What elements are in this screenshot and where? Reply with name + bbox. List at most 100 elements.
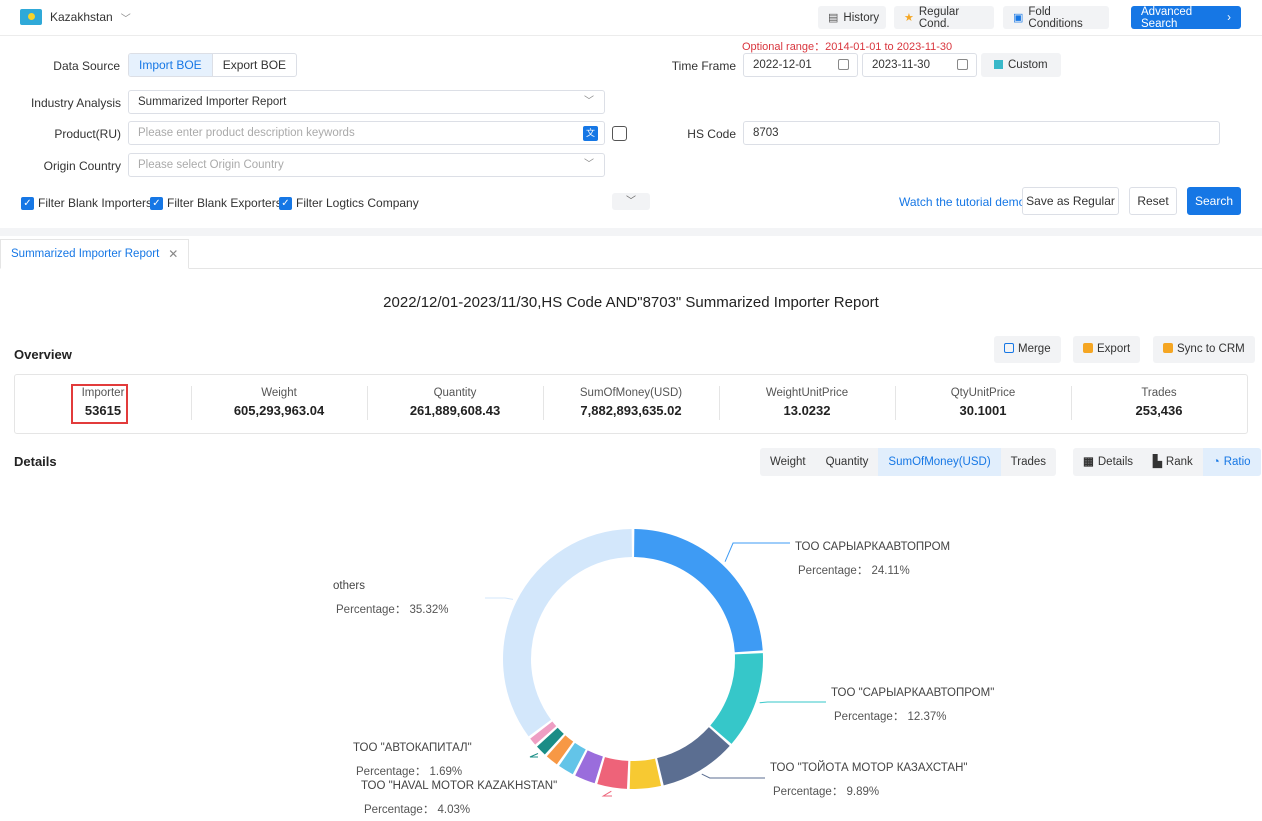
country-selector[interactable]: Kazakhstan ﹀ [20,9,131,25]
history-button[interactable]: ▤ History [818,6,886,29]
donut-slice-9[interactable] [530,721,557,745]
ratio-donut-chart [485,529,826,797]
tab-divider [0,268,1262,269]
stat-sum-of-money: SumOfMoney(USD) 7,882,893,635.02 [543,375,719,433]
filter-logistics-checkbox[interactable]: ✓ Filter Logtics Company [279,196,419,210]
leader-line-10 [485,597,514,600]
donut-slice-7[interactable] [546,735,574,765]
leader-line-4 [601,790,612,797]
table-icon: ▦ [1083,456,1094,468]
details-heading: Details [14,454,57,469]
sync-crm-button[interactable]: Sync to CRM [1153,336,1255,363]
donut-slice-10[interactable] [503,529,632,737]
donut-slice-4[interactable] [597,757,629,789]
report-panel: Summarized Importer Report ✕ 2022/12/01-… [0,236,1262,821]
checkbox-checked-icon: ✓ [279,196,292,210]
merge-icon [1004,343,1014,353]
highlight-box [71,384,128,424]
calendar-icon [957,59,968,70]
donut-slice-8[interactable] [536,727,564,755]
stat-qty-unit-price: QtyUnitPrice 30.1001 [895,375,1071,433]
date-to-input[interactable]: 2023-11-30 [862,53,977,77]
stat-importer: Importer 53615 [15,375,191,433]
data-source-toggle: Import BOE Export BOE [128,53,298,77]
star-icon: ★ [904,12,914,24]
metric-weight[interactable]: Weight [770,456,806,468]
metric-sum-of-money[interactable]: SumOfMoney(USD) [878,448,1001,476]
optional-range-note: Optional range：2014-01-01 to 2023-11-30 [742,41,953,53]
origin-country-select[interactable]: Please select Origin Country ﹀ [128,153,605,177]
translate-icon[interactable]: 文 [583,126,598,141]
pie-icon: ◔ [1212,456,1220,468]
slice-label-1: ТОО "САРЫАРКААВТОПРОМ" Percentage： 12.37… [831,687,995,723]
metric-trades[interactable]: Trades [1010,456,1047,468]
calendar-icon [838,59,849,70]
metric-quantity[interactable]: Quantity [825,456,869,468]
custom-range-button[interactable]: Custom [981,53,1061,77]
chevron-down-icon: ﹀ [626,196,636,207]
filter-blank-importers-checkbox[interactable]: ✓ Filter Blank Importers [21,196,152,210]
overview-heading: Overview [14,347,72,362]
sync-icon [1163,343,1173,353]
fold-conditions-button[interactable]: ▣ Fold Conditions [1003,6,1109,30]
export-boe-option[interactable]: Export BOE [222,58,287,72]
chevron-right-icon: › [1227,11,1231,24]
reset-button[interactable]: Reset [1129,187,1177,215]
view-ratio[interactable]: ◔ Ratio [1202,448,1261,476]
hs-code-input[interactable]: 8703 [743,121,1220,145]
leader-line-8 [529,753,539,758]
merge-button[interactable]: Merge [994,336,1061,363]
slice-label-others: others Percentage： 35.32% [333,580,449,616]
date-from-input[interactable]: 2022-12-01 [743,53,858,77]
tab-summarized-importer-report[interactable]: Summarized Importer Report ✕ [0,239,190,269]
stat-weight-unit-price: WeightUnitPrice 13.0232 [719,375,895,433]
import-boe-option[interactable]: Import BOE [129,54,213,76]
checkbox-checked-icon: ✓ [21,196,34,210]
kazakhstan-flag-icon [20,9,42,25]
leader-line-2 [701,773,765,779]
chevron-down-icon: ﹀ [120,13,131,25]
donut-slice-2[interactable] [657,727,730,786]
country-label: Kazakhstan [50,10,113,24]
product-input[interactable]: Please enter product description keyword… [128,121,605,145]
advanced-search-button[interactable]: Advanced Search › [1131,6,1241,30]
view-switcher: ▦ Details ▙ Rank ◔ Ratio [1073,448,1261,476]
slice-label-2: ТОО "ТОЙОТА МОТОР КАЗАХСТАН" Percentage：… [770,762,968,798]
slice-label-4: ТОО "HAVAL MOTOR KAZAKHSTAN" Percentage：… [361,780,558,816]
donut-slice-6[interactable] [559,742,586,775]
industry-analysis-select[interactable]: Summarized Importer Report ﹀ [128,90,605,114]
chevron-down-icon: ﹀ [584,159,594,170]
leader-line-0 [724,542,790,562]
copy-icon[interactable] [612,126,627,141]
top-bar: Kazakhstan ﹀ ▤ History ★ Regular Cond. ▣ Fo… [0,0,1262,36]
donut-slice-5[interactable] [575,750,603,784]
history-icon: ▤ [828,12,839,24]
close-icon[interactable]: ✕ [168,247,179,261]
expand-filters-button[interactable]: ﹀ [612,193,650,210]
donut-slice-3[interactable] [629,758,662,789]
view-rank[interactable]: ▙ Rank [1143,448,1203,476]
export-button[interactable]: Export [1073,336,1141,363]
donut-slice-1[interactable] [710,653,763,744]
donut-slice-0[interactable] [634,529,763,653]
fold-icon: ▣ [1013,12,1024,24]
stat-weight: Weight 605,293,963.04 [191,375,367,433]
rank-icon: ▙ [1153,456,1162,468]
save-as-regular-button[interactable]: Save as Regular [1022,187,1119,215]
industry-analysis-label: Industry Analysis [30,96,121,110]
hs-code-label: HS Code [687,127,736,141]
view-details[interactable]: ▦ Details [1073,448,1143,476]
stat-trades: Trades 253,436 [1071,375,1247,433]
slice-label-8: ТОО "АВТОКАПИТАЛ" Percentage： 1.69% [353,742,472,778]
data-source-label: Data Source [53,59,120,73]
origin-country-label: Origin Country [43,159,121,173]
search-button[interactable]: Search [1187,187,1241,215]
stat-quantity: Quantity 261,889,608.43 [367,375,543,433]
chevron-down-icon: ﹀ [584,96,594,107]
filter-blank-exporters-checkbox[interactable]: ✓ Filter Blank Exporters [150,196,282,210]
regular-cond-button[interactable]: ★ Regular Cond. [894,6,994,30]
checkbox-checked-icon: ✓ [150,196,163,210]
leader-line-1 [759,701,826,704]
tutorial-link[interactable]: Watch the tutorial demo [899,195,1026,209]
slice-label-0: ТОО САРЫАРКААВТОПРОМ Percentage： 24.11% [795,541,951,577]
